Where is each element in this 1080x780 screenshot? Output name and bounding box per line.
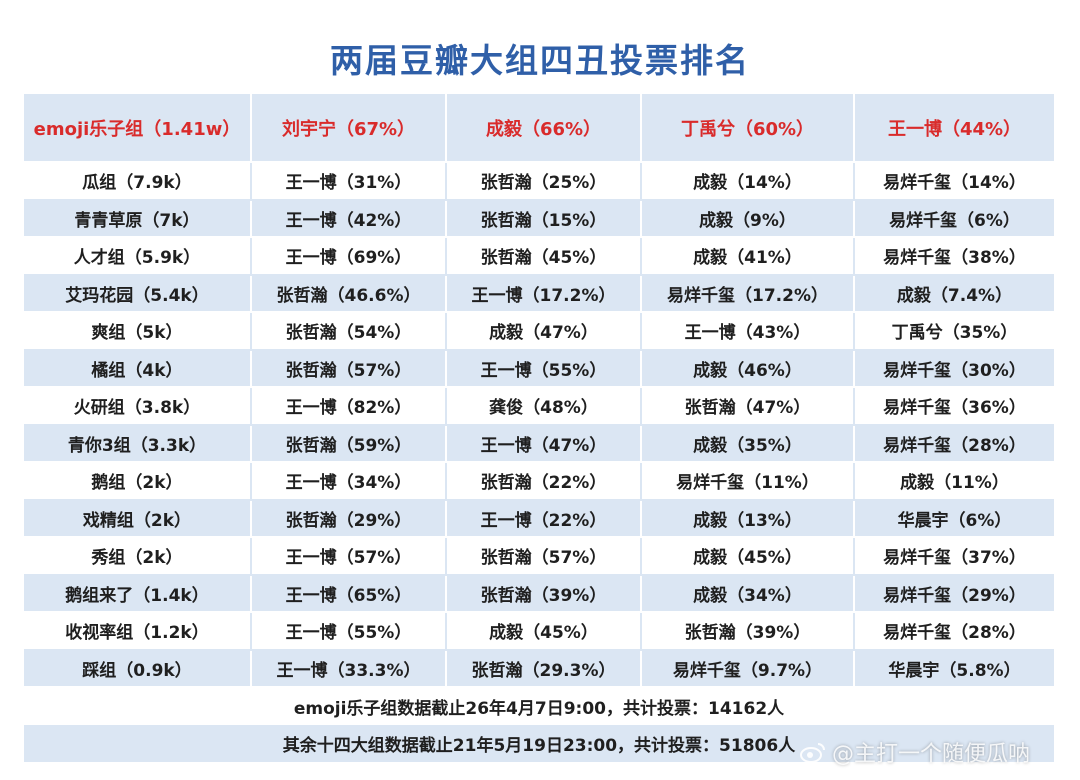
rank-cell: 华晨宇（6%） [855,500,1054,538]
rank-cell: 王一博（33.3%） [252,650,447,688]
rank-cell: 张哲瀚（39%） [642,613,855,651]
rank-cell: 张哲瀚（22%） [447,463,642,501]
rank-cell: 成毅（41%） [642,238,855,276]
rank-cell: 易烊千玺（29%） [855,575,1054,613]
watermark: @主打一个随便瓜呐 [800,736,1030,769]
header-cell: 成毅（66%） [447,94,642,163]
group-name-cell: 橘组（4k） [24,350,252,388]
rank-cell: 张哲瀚（59%） [252,425,447,463]
rank-cell: 易烊千玺（14%） [855,163,1054,201]
rank-cell: 易烊千玺（28%） [855,425,1054,463]
rank-cell: 成毅（45%） [642,538,855,576]
rank-cell: 王一博（34%） [252,463,447,501]
table-body: 瓜组（7.9k） 王一博（31%） 张哲瀚（25%） 成毅（14%） 易烊千玺（14%）… [24,163,1054,688]
rank-cell: 张哲瀚（46.6%） [252,275,447,313]
table-row: 踩组（0.9k） 王一博（33.3%） 张哲瀚（29.3%） 易烊千玺（9.7%） 华晨… [24,650,1054,688]
rank-cell: 易烊千玺（37%） [855,538,1054,576]
rank-cell: 成毅（47%） [447,313,642,351]
rank-cell: 张哲瀚（54%） [252,313,447,351]
rank-cell: 王一博（65%） [252,575,447,613]
rank-cell: 易烊千玺（9.7%） [642,650,855,688]
table-row: 秀组（2k） 王一博（57%） 张哲瀚（57%） 成毅（45%） 易烊千玺（37%） [24,538,1054,576]
table-row: 火研组（3.8k） 王一博（82%） 龚俊（48%） 张哲瀚（47%） 易烊千玺（36%… [24,388,1054,426]
rank-cell: 张哲瀚（45%） [447,238,642,276]
ranking-table: emoji乐子组（1.41w） 刘宇宁（67%） 成毅（66%） 丁禹兮（60%… [24,94,1054,762]
rank-cell: 王一博（22%） [447,500,642,538]
table-row: 青青草原（7k） 王一博（42%） 张哲瀚（15%） 成毅（9%） 易烊千玺（6%） [24,200,1054,238]
rank-cell: 成毅（13%） [642,500,855,538]
table-row: 人才组（5.9k） 王一博（69%） 张哲瀚（45%） 成毅（41%） 易烊千玺（38%… [24,238,1054,276]
rank-cell: 张哲瀚（25%） [447,163,642,201]
group-name-cell: 瓜组（7.9k） [24,163,252,201]
rank-cell: 张哲瀚（57%） [252,350,447,388]
weibo-logo-icon [800,741,826,769]
rank-cell: 成毅（34%） [642,575,855,613]
rank-cell: 成毅（35%） [642,425,855,463]
rank-cell: 张哲瀚（29.3%） [447,650,642,688]
watermark-text: @主打一个随便瓜呐 [832,742,1031,767]
rank-cell: 王一博（47%） [447,425,642,463]
group-name-cell: 鹅组（2k） [24,463,252,501]
rank-cell: 易烊千玺（28%） [855,613,1054,651]
group-name-cell: 艾玛花园（5.4k） [24,275,252,313]
table-row: 瓜组（7.9k） 王一博（31%） 张哲瀚（25%） 成毅（14%） 易烊千玺（14%） [24,163,1054,201]
rank-cell: 张哲瀚（57%） [447,538,642,576]
group-name-cell: 秀组（2k） [24,538,252,576]
rank-cell: 龚俊（48%） [447,388,642,426]
group-name-cell: 爽组（5k） [24,313,252,351]
table-row: 艾玛花园（5.4k） 张哲瀚（46.6%） 王一博（17.2%） 易烊千玺（17.2%… [24,275,1054,313]
rank-cell: 易烊千玺（6%） [855,200,1054,238]
rank-cell: 成毅（7.4%） [855,275,1054,313]
header-cell: 丁禹兮（60%） [642,94,855,163]
rank-cell: 易烊千玺（36%） [855,388,1054,426]
rank-cell: 王一博（55%） [252,613,447,651]
rank-cell: 王一博（31%） [252,163,447,201]
group-name-cell: 青你3组（3.3k） [24,425,252,463]
group-name-cell: 人才组（5.9k） [24,238,252,276]
rank-cell: 王一博（42%） [252,200,447,238]
group-name-cell: 青青草原（7k） [24,200,252,238]
table-row: 爽组（5k） 张哲瀚（54%） 成毅（47%） 王一博（43%） 丁禹兮（35%） [24,313,1054,351]
rank-cell: 王一博（43%） [642,313,855,351]
header-cell: 刘宇宁（67%） [252,94,447,163]
group-name-cell: 收视率组（1.2k） [24,613,252,651]
table-row: 青你3组（3.3k） 张哲瀚（59%） 王一博（47%） 成毅（35%） 易烊千玺（28… [24,425,1054,463]
table-header-row: emoji乐子组（1.41w） 刘宇宁（67%） 成毅（66%） 丁禹兮（60%… [24,94,1054,163]
rank-cell: 张哲瀚（15%） [447,200,642,238]
rank-cell: 丁禹兮（35%） [855,313,1054,351]
rank-cell: 王一博（69%） [252,238,447,276]
table-row: 戏精组（2k） 张哲瀚（29%） 王一博（22%） 成毅（13%） 华晨宇（6%） [24,500,1054,538]
rank-cell: 易烊千玺（17.2%） [642,275,855,313]
table-row: 收视率组（1.2k） 王一博（55%） 成毅（45%） 张哲瀚（39%） 易烊千玺（28… [24,613,1054,651]
rank-cell: 王一博（82%） [252,388,447,426]
rank-cell: 王一博（57%） [252,538,447,576]
rank-cell: 成毅（9%） [642,200,855,238]
group-name-cell: 火研组（3.8k） [24,388,252,426]
rank-cell: 易烊千玺（38%） [855,238,1054,276]
rank-cell: 华晨宇（5.8%） [855,650,1054,688]
rank-cell: 易烊千玺（30%） [855,350,1054,388]
group-name-cell: 鹅组来了（1.4k） [24,575,252,613]
table-row: 鹅组（2k） 王一博（34%） 张哲瀚（22%） 易烊千玺（11%） 成毅（11%） [24,463,1054,501]
rank-cell: 张哲瀚（29%） [252,500,447,538]
footer-note-1: emoji乐子组数据截止26年4月7日9:00，共计投票：14162人 [24,688,1054,725]
rank-cell: 成毅（14%） [642,163,855,201]
group-name-cell: 戏精组（2k） [24,500,252,538]
rank-cell: 易烊千玺（11%） [642,463,855,501]
table-row: 鹅组来了（1.4k） 王一博（65%） 张哲瀚（39%） 成毅（34%） 易烊千玺（29… [24,575,1054,613]
group-name-cell: 踩组（0.9k） [24,650,252,688]
table-row: 橘组（4k） 张哲瀚（57%） 王一博（55%） 成毅（46%） 易烊千玺（30%） [24,350,1054,388]
footer-note-2: 其余十四大组数据截止21年5月19日23:00，共计投票：51806人 [24,725,1054,762]
page-title: 两届豆瓣大组四丑投票排名 [330,41,750,80]
rank-cell: 张哲瀚（39%） [447,575,642,613]
rank-cell: 成毅（45%） [447,613,642,651]
header-cell: 王一博（44%） [855,94,1054,163]
rank-cell: 王一博（17.2%） [447,275,642,313]
header-cell: emoji乐子组（1.41w） [24,94,252,163]
rank-cell: 成毅（46%） [642,350,855,388]
rank-cell: 王一博（55%） [447,350,642,388]
rank-cell: 张哲瀚（47%） [642,388,855,426]
rank-cell: 成毅（11%） [855,463,1054,501]
